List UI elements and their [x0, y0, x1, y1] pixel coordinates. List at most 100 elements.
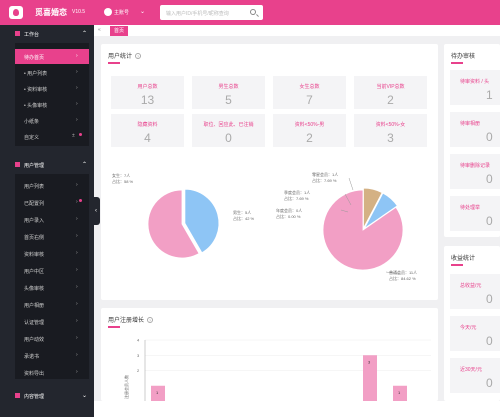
- sidebar-section-content[interactable]: 内容管理 ⌄: [0, 389, 94, 403]
- title-underline: [108, 326, 120, 328]
- chevron-down-icon[interactable]: ⌄: [82, 393, 88, 399]
- card-title: 收益统计: [451, 256, 476, 262]
- help-icon[interactable]: ?: [135, 53, 142, 60]
- title-underline: [451, 62, 463, 64]
- content-icon: [15, 393, 20, 398]
- chevron-right-icon: ›: [76, 216, 78, 222]
- sidebar-item-user-entry[interactable]: 用户录入 ›: [24, 216, 78, 224]
- sidebar-item-custom[interactable]: 自定义 ±: [15, 129, 89, 144]
- chevron-right-icon: ›: [76, 352, 78, 358]
- todo-stat[interactable]: 待审删除记录 0: [450, 154, 500, 189]
- sidebar-item-pledge[interactable]: 承诺书 ›: [24, 352, 78, 360]
- notification-dot: [79, 133, 82, 136]
- search-placeholder: 输入用户ID/手机号/昵称查询: [166, 11, 229, 17]
- plus-icon[interactable]: ±: [72, 133, 75, 139]
- sidebar-section-users[interactable]: 用户管理 ⌃: [0, 158, 94, 172]
- sidebar-item-todo-home[interactable]: 待办首页 ›: [15, 49, 89, 64]
- app-version: V10.5: [72, 9, 86, 15]
- growth-bar[interactable]: [393, 385, 407, 401]
- todo-stat[interactable]: 待审相册 0: [450, 112, 500, 147]
- chevron-right-icon: ›: [76, 101, 78, 107]
- sidebar-section-work[interactable]: 工作台 ⌃: [0, 27, 94, 41]
- chevron-right-icon: ›: [76, 267, 78, 273]
- sidebar-item-profile-review[interactable]: • 资料审核 ›: [24, 85, 78, 93]
- title-underline: [108, 62, 120, 64]
- bar-data-label: 1: [398, 390, 401, 395]
- revenue-stat[interactable]: 今天/元 0: [450, 316, 500, 351]
- stat-card[interactable]: 资料<50%-女 3: [354, 114, 427, 147]
- revenue-stat[interactable]: 近30天/元 0: [450, 358, 500, 393]
- sidebar-item-export[interactable]: 资料导出 ›: [24, 369, 78, 377]
- user-name[interactable]: 主账号: [114, 10, 130, 16]
- stat-card[interactable]: 女生总数 7: [273, 76, 346, 109]
- member-label-2: 季度会员：1人 占比：7.69 %: [284, 190, 311, 201]
- sidebar-item-avatar-audit[interactable]: 头像审核 ›: [24, 284, 78, 292]
- chevron-right-icon: ›: [76, 369, 78, 375]
- chevron-down-icon[interactable]: ⌄: [140, 9, 146, 15]
- bar-data-label: 3: [368, 359, 371, 364]
- bar-data-label: 1: [156, 390, 159, 395]
- chevron-up-icon[interactable]: ⌃: [82, 31, 88, 37]
- growth-bar[interactable]: [363, 355, 377, 401]
- growth-bar-chart: 4 3 2 注册会员人数 1 3 1: [123, 338, 431, 401]
- sidebar-item-avatar-review[interactable]: • 头像审核 ›: [24, 101, 78, 109]
- sidebar-item-users-list[interactable]: 用户列表 ›: [24, 182, 78, 190]
- card-title: 用户统计?: [108, 53, 142, 60]
- sidebar-collapse-button[interactable]: ‹: [92, 197, 100, 225]
- notification-dot: [79, 199, 82, 202]
- search-icon[interactable]: [250, 9, 256, 15]
- stat-card[interactable]: 资料<50%-男 2: [273, 114, 346, 147]
- pie-leader-line: [385, 271, 402, 275]
- sidebar-item-notes[interactable]: 小纸条 ›: [24, 117, 78, 125]
- sidebar-item-user-effects[interactable]: 用户动效 ›: [24, 335, 78, 343]
- pie-leader-line: [344, 193, 352, 206]
- card-title: 用户注册增长?: [108, 317, 154, 324]
- stat-card[interactable]: 用户总数 13: [111, 76, 184, 109]
- growth-bar[interactable]: [151, 385, 165, 401]
- tab-bar: « 首页: [94, 25, 500, 36]
- growth-card: 用户注册增长? 4 3 2 注册会员人数 1 3 1: [101, 308, 438, 401]
- y-tick-label: 4: [137, 338, 140, 343]
- chevron-right-icon: ›: [76, 182, 78, 188]
- member-label-1: 零星会员：1人 占比：7.69 %: [312, 172, 339, 183]
- user-icon: [15, 162, 20, 167]
- search-input[interactable]: 输入用户ID/手机号/昵称查询: [160, 5, 263, 20]
- chevron-up-icon[interactable]: ⌃: [82, 162, 88, 168]
- stat-card[interactable]: 隐藏资料 4: [111, 114, 184, 147]
- sidebar-item-home-right[interactable]: 首页右侧 ›: [24, 233, 78, 241]
- pie-slice-male[interactable]: [184, 188, 220, 254]
- member-label-4: 普通会员：11人 占比：84.62 %: [389, 270, 418, 281]
- gender-pie-chart: [147, 177, 404, 275]
- male-label: 男生：5人 占比：42 %: [233, 210, 255, 221]
- pie-leader-line: [348, 177, 354, 191]
- pie-slice-member-1[interactable]: [363, 187, 383, 229]
- pie-slice-member-4[interactable]: [322, 189, 404, 271]
- app-name: 觅喜婚恋: [35, 8, 67, 17]
- sidebar-item-user-list[interactable]: • 用户列表 ›: [24, 69, 78, 77]
- stat-card[interactable]: 职位、回应此、已注销 0: [192, 114, 265, 147]
- tab-home[interactable]: 首页: [110, 26, 128, 36]
- stat-card[interactable]: 当前VIP总数 2: [354, 76, 427, 109]
- stat-card[interactable]: 男生总数 5: [192, 76, 265, 109]
- todo-stat[interactable]: 待处理举 0: [450, 196, 500, 231]
- sidebar-item-user-zone[interactable]: 用户中区 ›: [24, 267, 78, 275]
- sidebar: 工作台 ⌃ 待办首页 › • 用户列表 › • 资料审核 › • 头像审核 › 小纸条 ›…: [0, 25, 94, 417]
- logo-icon: [9, 6, 23, 19]
- pie-slice-member-2[interactable]: [363, 192, 398, 229]
- title-underline: [451, 264, 463, 266]
- sidebar-item-verification[interactable]: 认证管理 ›: [24, 318, 78, 326]
- chevron-right-icon: ›: [76, 233, 78, 239]
- user-menu: 用户列表 › 已配置列 › 用户录入 › 首页右侧 › 资料审核 › 用户中区 › 头像审核…: [15, 174, 89, 379]
- tab-scroll-left-icon[interactable]: «: [98, 27, 101, 33]
- help-icon[interactable]: ?: [147, 317, 154, 324]
- sidebar-item-albums[interactable]: 用户相册 ›: [24, 301, 78, 309]
- pie-leader-line: [340, 209, 349, 213]
- pie-slice-female[interactable]: [147, 189, 200, 259]
- sidebar-item-configured[interactable]: 已配置列 ›: [15, 195, 89, 210]
- sidebar-item-profile-audit[interactable]: 资料审核 ›: [24, 250, 78, 258]
- y-tick-label: 2: [137, 368, 140, 373]
- revenue-stat[interactable]: 总收益/元 0: [450, 274, 500, 309]
- user-avatar-icon[interactable]: [104, 8, 112, 16]
